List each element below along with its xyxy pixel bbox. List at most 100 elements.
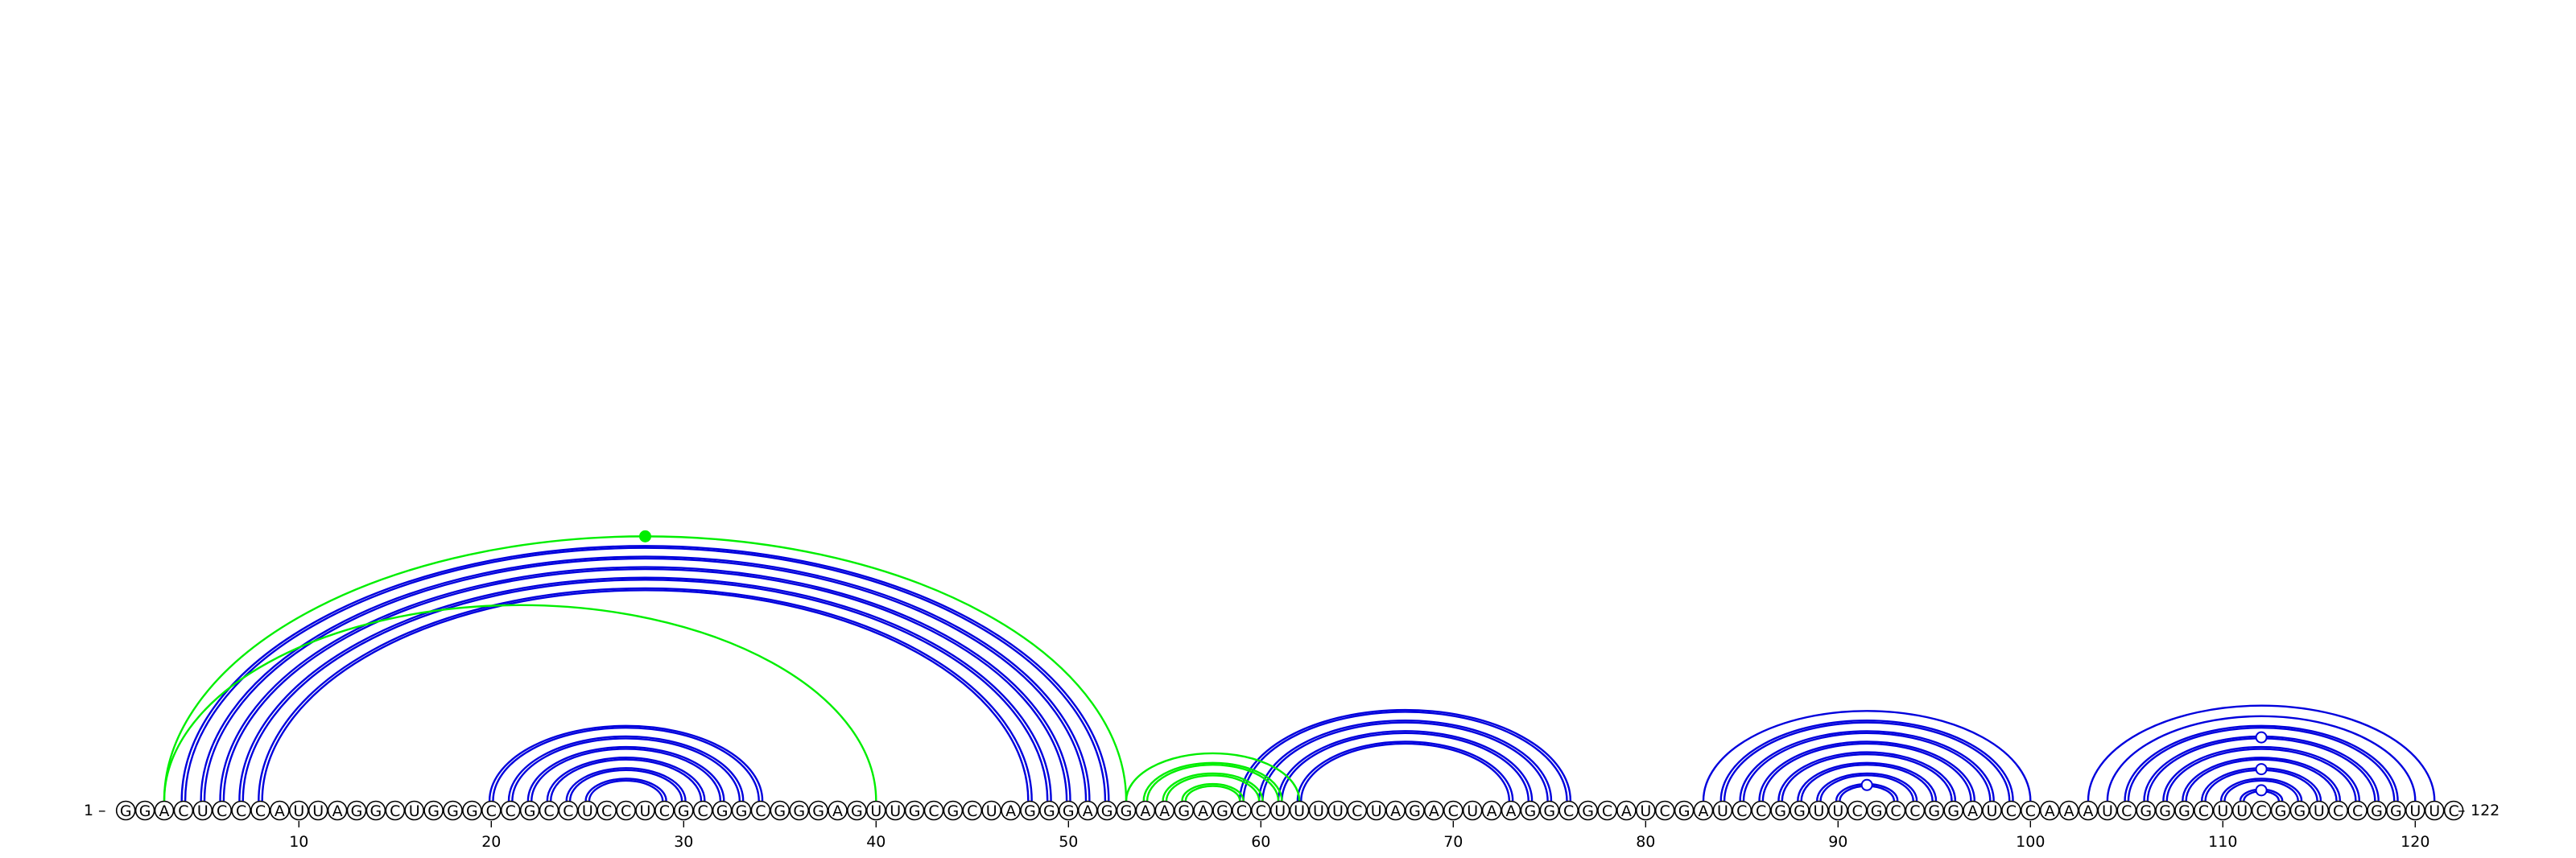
nucleotide-circle <box>2270 800 2291 821</box>
nucleotide-38: A <box>828 800 848 821</box>
nucleotide-letter: C <box>2333 802 2343 820</box>
nucleotide-letter: C <box>390 802 400 820</box>
nucleotide-circle <box>1847 800 1868 821</box>
alt-pair-arc-56-59-strand-2 <box>1184 785 1241 802</box>
tick-label-100: 100 <box>2016 833 2045 851</box>
alt-pair-arc-54-61-strand-2 <box>1146 764 1280 802</box>
base-pair-arc-24-30-strand-2 <box>568 769 683 802</box>
nucleotide-circle <box>1616 800 1637 821</box>
nucleotide-69: A <box>1424 800 1444 821</box>
base-pair-arc-105-119-strand-2 <box>2127 727 2396 802</box>
nucleotide-letter: G <box>736 802 748 820</box>
nucleotide-letter: U <box>2409 802 2421 820</box>
nucleotide-circle <box>1193 800 1213 821</box>
nucleotide-circle <box>1269 800 1290 821</box>
base-pair-arc-22-32-strand-2 <box>530 748 722 802</box>
nucleotide-115: U <box>2309 800 2330 821</box>
nucleotide-96: G <box>1943 800 1963 821</box>
nucleotide-letter: U <box>293 802 304 820</box>
nucleotide-circle <box>2386 800 2406 821</box>
nucleotide-circle <box>1366 800 1386 821</box>
nucleotide-circle <box>1866 800 1887 821</box>
base-pair-arc-24-30-strand-1 <box>565 767 687 802</box>
nucleotide-circle <box>2367 800 2387 821</box>
nucleotide-36: G <box>789 800 810 821</box>
nucleotide-letter: G <box>1101 802 1113 820</box>
nucleotide-circle <box>2039 800 2060 821</box>
nucleotide-circle <box>1770 800 1790 821</box>
base-pair-arc-110-114-strand-1 <box>2219 778 2303 802</box>
nucleotide-circle <box>1039 800 1059 821</box>
arc-marker-3 <box>2255 784 2268 797</box>
base-pair-arc-59-76-strand-2 <box>1242 711 1568 802</box>
nucleotide-27: C <box>616 800 636 821</box>
nucleotide-77: G <box>1578 800 1598 821</box>
tick-label-60: 60 <box>1251 833 1270 851</box>
nucleotide-58: G <box>1212 800 1232 821</box>
nucleotide-circle <box>597 800 617 821</box>
nucleotide-95: G <box>1924 800 1945 821</box>
nucleotide-letter: A <box>1487 802 1497 820</box>
nucleotide-circle <box>1154 800 1175 821</box>
nucleotide-circle <box>1924 800 1945 821</box>
nucleotide-letter: A <box>159 802 170 820</box>
nucleotide-82: G <box>1674 800 1695 821</box>
nucleotide-circle <box>1636 800 1656 821</box>
nucleotide-circle <box>1077 800 1098 821</box>
nucleotide-31: C <box>692 800 713 821</box>
nucleotide-letter: C <box>1890 802 1901 820</box>
arc-marker-4 <box>2255 763 2268 776</box>
nucleotide-circle <box>789 800 810 821</box>
base-pair-arc-21-33-strand-1 <box>507 735 745 802</box>
base-pair-arc-85-98-strand-1 <box>1739 730 1995 802</box>
nucleotide-67: A <box>1385 800 1406 821</box>
nucleotide-3: A <box>154 800 175 821</box>
nucleotide-circle <box>1885 800 1906 821</box>
tick-label-90: 90 <box>1828 833 1847 851</box>
nucleotide-circle <box>923 800 944 821</box>
nucleotide-letter: U <box>2236 802 2248 820</box>
nucleotide-circle <box>2194 800 2214 821</box>
nucleotide-letter: A <box>1429 802 1439 820</box>
nucleotide-letter: A <box>1198 802 1208 820</box>
nucleotide-circle <box>1251 800 1271 821</box>
nucleotide-letter: C <box>1236 802 1247 820</box>
nucleotide-circle <box>692 800 713 821</box>
nucleotide-41: U <box>885 800 906 821</box>
nucleotide-15: C <box>385 800 406 821</box>
base-pair-arc-89-94-strand-2 <box>1819 774 1914 802</box>
nucleotide-79: A <box>1616 800 1637 821</box>
nucleotide-letter: G <box>851 802 863 820</box>
nucleotide-46: U <box>981 800 1001 821</box>
arc-marker-2 <box>1860 778 1873 791</box>
nucleotide-letter: G <box>1794 802 1806 820</box>
nucleotide-5: U <box>192 800 213 821</box>
nucleotide-letter: C <box>2352 802 2363 820</box>
nucleotide-104: U <box>2097 800 2118 821</box>
nucleotide-letter: U <box>1274 802 1286 820</box>
nucleotide-letter: G <box>2294 802 2306 820</box>
nucleotide-68: G <box>1405 800 1425 821</box>
nucleotide-letter: A <box>1083 802 1093 820</box>
base-pair-arc-84-99-strand-1 <box>1719 720 2014 802</box>
nucleotide-letter: C <box>1448 802 1459 820</box>
base-pair-arc-5-51-strand-1 <box>200 555 1091 802</box>
nucleotide-71: U <box>1462 800 1483 821</box>
nucleotide-letter: U <box>1717 802 1728 820</box>
nucleotide-55: A <box>1154 800 1175 821</box>
nucleotide-letter: A <box>1506 802 1517 820</box>
nucleotide-74: G <box>1520 800 1541 821</box>
base-pair-arc-59-76-strand-1 <box>1239 708 1572 802</box>
nucleotide-8: C <box>250 800 270 821</box>
nucleotide-letter: U <box>890 802 901 820</box>
nucleotide-12: A <box>327 800 348 821</box>
nucleotide-circle <box>1347 800 1368 821</box>
base-pair-arc-88-95-strand-1 <box>1797 761 1938 802</box>
nucleotide-letter: A <box>1140 802 1150 820</box>
nucleotide-circle <box>1790 800 1810 821</box>
nucleotide-circle <box>558 800 579 821</box>
nucleotide-letter: G <box>1063 802 1075 820</box>
nucleotide-circle <box>192 800 213 821</box>
nucleotide-122: C <box>2443 800 2464 821</box>
